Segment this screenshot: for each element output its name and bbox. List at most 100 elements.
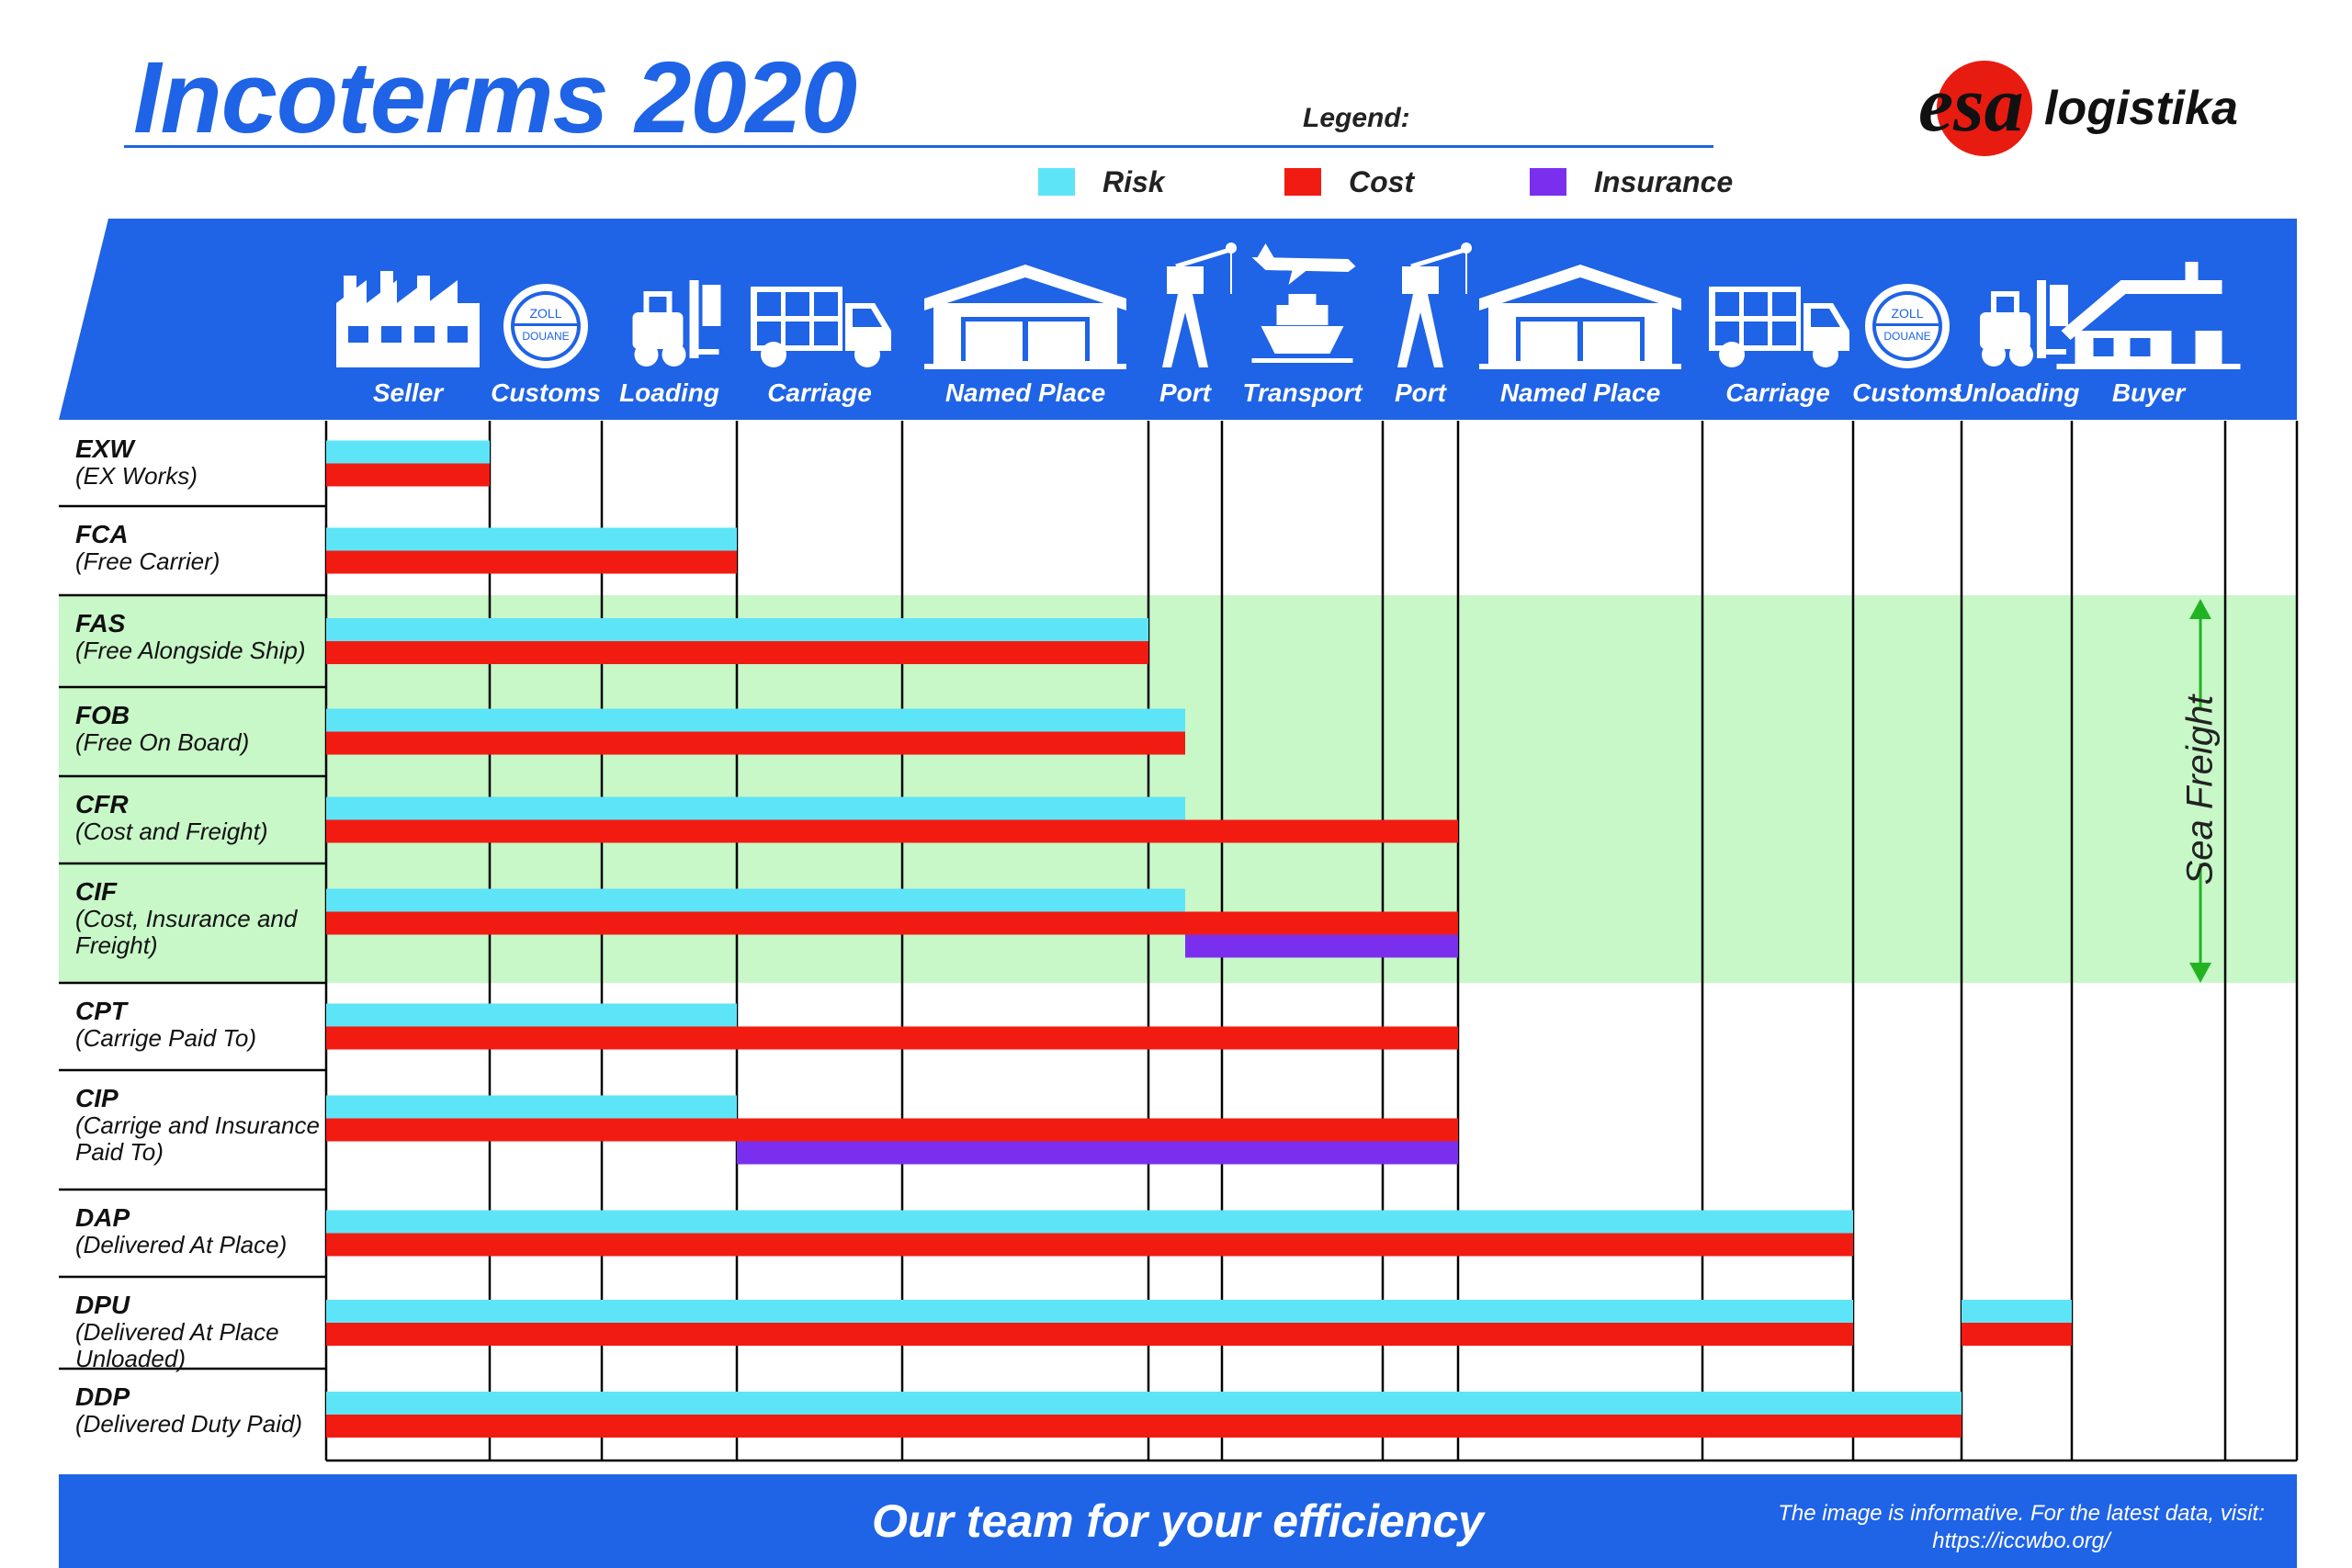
risk-bar-CIF	[326, 888, 1185, 912]
risk-bar-CPT	[326, 1003, 737, 1027]
legend-label-insurance: Insurance	[1594, 164, 1734, 198]
page-title: Incoterms 2020	[133, 41, 857, 154]
cost-bar-DPU	[326, 1323, 1853, 1346]
legend-swatch-insurance	[1530, 168, 1566, 196]
house-icon	[2056, 262, 2241, 369]
crane-icon	[1397, 243, 1472, 367]
incoterms-grid	[59, 421, 2299, 1462]
term-desc-cfr: (Cost and Freight)	[75, 818, 268, 845]
term-desc-cip: (Carrige and Insurance Paid To)	[75, 1111, 320, 1166]
svg-text:DOUANE: DOUANE	[522, 330, 569, 343]
truck-icon	[1709, 287, 1849, 367]
legend-swatch-cost	[1284, 168, 1321, 196]
extra-cost-bar-DPU	[1962, 1323, 2072, 1346]
stage-label-1: Customs	[491, 378, 601, 407]
stage-label-2: Loading	[619, 378, 719, 407]
term-code-fca: FCA	[75, 520, 129, 548]
term-code-dpu: DPU	[75, 1291, 130, 1319]
term-code-cif: CIF	[75, 877, 118, 906]
risk-bar-FCA	[326, 527, 737, 551]
term-desc-cif: (Cost, Insurance and Freight)	[75, 905, 298, 959]
term-code-exw: EXW	[75, 434, 134, 463]
logo-red-circle	[1937, 61, 2032, 156]
risk-bar-DAP	[326, 1210, 1853, 1234]
cost-bar-CPT	[326, 1026, 1458, 1050]
term-code-cpt: CPT	[75, 997, 127, 1025]
footer-tagline: Our team for your efficiency	[872, 1495, 1484, 1547]
term-code-fob: FOB	[75, 701, 130, 729]
term-code-fas: FAS	[75, 609, 126, 637]
cost-bar-FAS	[326, 641, 1148, 664]
term-desc-dap: (Delivered At Place)	[75, 1231, 288, 1258]
risk-bar-FOB	[326, 708, 1185, 732]
legend-title: Legend:	[1303, 103, 1410, 133]
stage-label-10: Customs	[1852, 378, 1962, 407]
term-desc-ddp: (Delivered Duty Paid)	[75, 1410, 303, 1438]
stage-label-6: Transport	[1242, 378, 1363, 407]
extra-risk-bar-DPU	[1962, 1300, 2072, 1323]
term-code-dap: DAP	[75, 1203, 130, 1232]
risk-bar-CFR	[326, 796, 1185, 820]
crane-icon	[1162, 243, 1237, 367]
footer-disclaimer: The image is informative. For the latest…	[1778, 1501, 2265, 1553]
cost-bar-FCA	[326, 550, 737, 574]
insurance-bar-CIP	[737, 1141, 1458, 1165]
stage-header-band: ZOLL DOUANE ZOLL DOUANE	[59, 219, 2297, 420]
cost-bar-EXW	[326, 463, 490, 487]
legend-item-insurance: Insurance	[1530, 165, 1733, 198]
stage-label-7: Port	[1395, 378, 1446, 407]
term-desc-fob: (Free On Board)	[75, 728, 250, 756]
cost-bar-CFR	[326, 819, 1458, 843]
term-desc-fas: (Free Alongside Ship)	[75, 637, 306, 664]
stage-label-12: Buyer	[2111, 378, 2186, 407]
svg-text:DOUANE: DOUANE	[1883, 330, 1930, 343]
stage-label-9: Carriage	[1725, 378, 1830, 407]
term-desc-fca: (Free Carrier)	[75, 547, 220, 575]
truck-icon	[751, 287, 891, 367]
factory-icon	[336, 271, 480, 367]
term-code-cfr: CFR	[75, 790, 129, 818]
stage-label-0: Seller	[372, 378, 444, 407]
legend-item-risk: Risk	[1038, 165, 1165, 198]
sea-freight-label: Sea Freight	[2179, 694, 2221, 886]
risk-bar-DDP	[326, 1392, 1962, 1415]
stage-icons: ZOLL DOUANE ZOLL DOUANE	[336, 243, 2241, 369]
warehouse-icon	[1479, 265, 1681, 369]
stage-label-8: Named Place	[1499, 378, 1661, 407]
cost-bar-DDP	[326, 1415, 1962, 1438]
logo-text: logistika	[2044, 82, 2238, 135]
risk-bar-DPU	[326, 1300, 1853, 1323]
cost-bar-DAP	[326, 1233, 1853, 1257]
esa-logo: esa	[1918, 60, 2032, 156]
title-underline	[124, 145, 1713, 148]
footer-band: Our team for your efficiency The image i…	[59, 1474, 2297, 1568]
sea-arrow-down-head	[2189, 963, 2211, 983]
customs-stamp-icon: ZOLL DOUANE	[503, 284, 588, 368]
logo-mark: esa	[1918, 60, 2024, 148]
warehouse-icon	[924, 265, 1126, 369]
svg-text:ZOLL: ZOLL	[1891, 306, 1923, 321]
stage-label-3: Carriage	[767, 378, 872, 407]
legend-swatch-risk	[1038, 168, 1075, 196]
customs-stamp-icon: ZOLL DOUANE	[1865, 284, 1950, 368]
plane-ship-icon	[1251, 243, 1356, 363]
risk-bar-EXW	[326, 440, 490, 464]
legend-label-cost: Cost	[1349, 164, 1415, 198]
cost-bar-CIP	[326, 1118, 1458, 1142]
stage-label-4: Named Place	[944, 378, 1106, 407]
risk-bar-CIP	[326, 1095, 737, 1119]
cost-bar-CIF	[326, 911, 1458, 935]
term-code-ddp: DDP	[75, 1382, 130, 1411]
term-desc-cpt: (Carrige Paid To)	[75, 1024, 257, 1052]
forklift-icon	[1980, 280, 2068, 367]
forklift-icon	[632, 280, 721, 367]
term-code-cip: CIP	[75, 1084, 119, 1112]
term-desc-dpu: (Delivered At Place Unloaded)	[75, 1318, 279, 1372]
risk-bar-FAS	[326, 618, 1148, 641]
insurance-bar-CIF	[1185, 934, 1458, 958]
stage-label-11: Unloading	[1953, 378, 2080, 407]
svg-text:ZOLL: ZOLL	[529, 306, 561, 321]
legend-item-cost: Cost	[1284, 165, 1414, 198]
stage-label-5: Port	[1159, 378, 1211, 407]
term-desc-exw: (EX Works)	[75, 462, 198, 490]
